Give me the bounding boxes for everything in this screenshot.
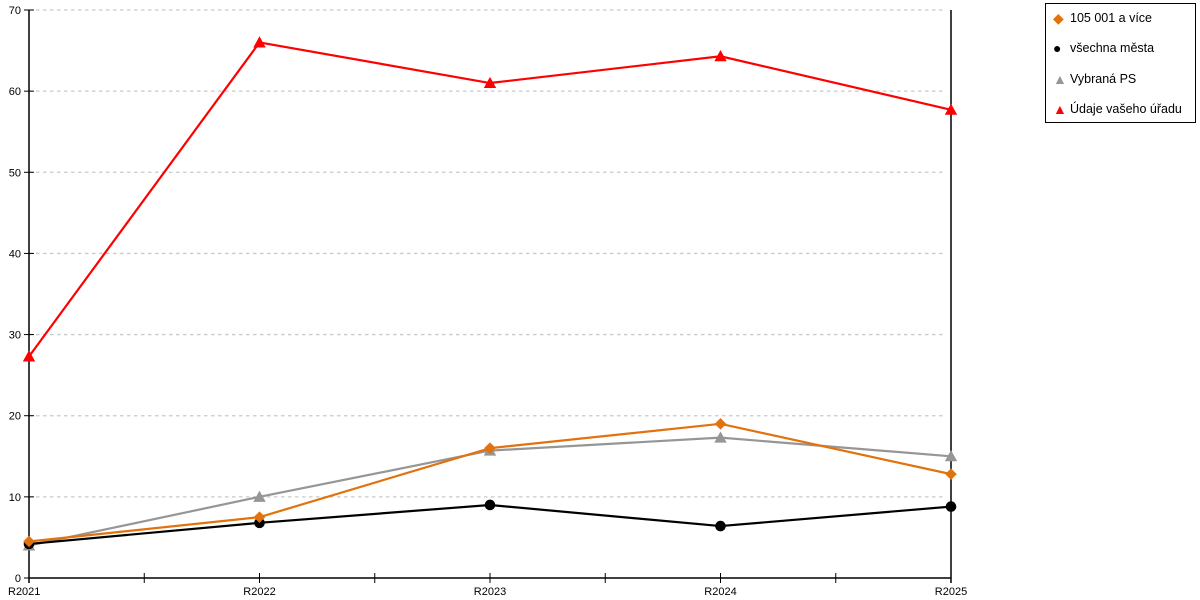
x-axis-label-R2021: R2021 — [8, 586, 40, 598]
triangle-marker-icon: ▲ — [1053, 100, 1067, 117]
data-point-2-R2024 — [714, 418, 727, 430]
legend-label: všechna města — [1070, 41, 1155, 56]
data-point-3-R2024 — [714, 50, 727, 62]
data-point-0-R2022 — [253, 490, 266, 502]
y-axis-label-70: 70 — [9, 5, 21, 17]
x-axis-label-R2022: R2022 — [243, 586, 275, 598]
data-point-2-R2023 — [484, 442, 496, 454]
series-line-3 — [28, 41, 952, 358]
legend-item-vsechna-mesta: ● všechna města — [1053, 41, 1191, 55]
legend-item-udaje-vaseho-uradu: ▲ Údaje vašeho úřadu — [1053, 102, 1191, 116]
y-axis-label-0: 0 — [15, 573, 21, 585]
data-point-1-R2025 — [945, 501, 957, 512]
triangle-marker-icon: ▲ — [1053, 70, 1067, 87]
data-point-1-R2024 — [715, 520, 726, 532]
series-line-1 — [28, 503, 952, 546]
x-axis-label-R2024: R2024 — [704, 586, 736, 598]
x-axis-label-R2025: R2025 — [935, 586, 967, 598]
legend-item-105001-a-vice: ◆ 105 001 a více — [1053, 11, 1191, 25]
y-axis-label-20: 20 — [9, 411, 21, 423]
data-point-3-R2021 — [22, 350, 36, 362]
legend-item-vybrana-ps: ▲ Vybraná PS — [1053, 72, 1191, 86]
data-point-3-R2023 — [483, 76, 497, 89]
y-axis-label-50: 50 — [9, 167, 21, 179]
series-line-2 — [28, 422, 952, 543]
diamond-marker-icon: ◆ — [1053, 10, 1064, 26]
y-axis-label-60: 60 — [9, 86, 21, 98]
legend-label: Vybraná PS — [1070, 71, 1137, 86]
data-point-3-R2022 — [253, 36, 266, 48]
data-point-0-R2025 — [944, 450, 958, 462]
y-axis-label-40: 40 — [9, 248, 21, 260]
chart-legend: ◆ 105 001 a více ● všechna města ▲ Vybra… — [1045, 3, 1196, 123]
data-point-3-R2025 — [944, 103, 958, 115]
data-point-2-R2021 — [23, 535, 35, 548]
data-point-1-R2023 — [484, 499, 496, 511]
data-point-0-R2024 — [714, 431, 727, 443]
data-point-2-R2025 — [945, 468, 957, 480]
circle-marker-icon: ● — [1053, 40, 1062, 57]
x-axis-label-R2023: R2023 — [474, 586, 506, 598]
legend-label: 105 001 a více — [1070, 11, 1153, 25]
legend-label: Údaje vašeho úřadu — [1070, 101, 1182, 116]
data-point-2-R2022 — [253, 511, 266, 523]
y-axis-label-30: 30 — [9, 330, 21, 342]
y-axis-label-10: 10 — [9, 492, 21, 504]
